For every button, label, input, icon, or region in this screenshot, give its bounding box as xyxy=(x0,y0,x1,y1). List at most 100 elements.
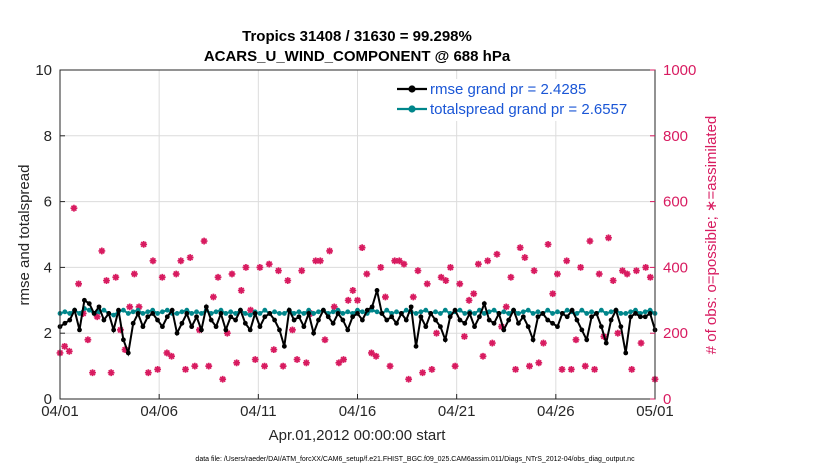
obs-point-25 xyxy=(172,270,180,278)
x-tick-label-4: 04/21 xyxy=(438,403,476,420)
totalspread-point-121 xyxy=(647,307,653,313)
legend-box xyxy=(394,79,651,121)
totalspread-point-24 xyxy=(174,311,180,316)
rmse-point-33 xyxy=(218,311,224,316)
obs-point-6 xyxy=(84,336,92,344)
obs-point-60 xyxy=(335,359,343,367)
obs-point-102 xyxy=(530,267,538,275)
obs-point-10 xyxy=(103,277,110,284)
obs-point-123 xyxy=(628,365,636,373)
obs-point-80 xyxy=(428,365,436,373)
obs-point-40 xyxy=(242,264,250,271)
totalspread-point-17 xyxy=(140,311,146,316)
rmse-point-108 xyxy=(584,337,590,343)
totalspread-point-100 xyxy=(545,307,551,313)
obs-point-92 xyxy=(484,257,492,265)
rmse-point-11 xyxy=(111,327,117,333)
obs-point-24 xyxy=(168,352,175,360)
rmse-point-80 xyxy=(447,314,453,320)
rmse-point-22 xyxy=(164,314,170,320)
rmse-point-5 xyxy=(81,297,87,303)
obs-point-9 xyxy=(98,247,106,255)
y-left-tick-label-3: 6 xyxy=(44,194,52,211)
obs-point-90 xyxy=(474,260,482,268)
rmse-point-77 xyxy=(433,317,438,323)
obs-point-2 xyxy=(65,347,73,355)
totalspread-point-25 xyxy=(179,309,185,315)
rmse-point-46 xyxy=(281,343,287,349)
rmse-point-39 xyxy=(247,327,253,333)
y-right-tick-label-1: 200 xyxy=(663,325,688,342)
totalspread-point-102 xyxy=(555,309,560,315)
rmse-point-29 xyxy=(199,327,204,333)
totalspread-point-67 xyxy=(384,307,390,313)
rmse-point-61 xyxy=(355,311,360,316)
totalspread-point-96 xyxy=(525,307,531,313)
x-axis-ticks: 04/01 04/06 04/11 04/16 04/21 04/26 05/01 xyxy=(41,394,674,420)
obs-point-101 xyxy=(526,362,533,370)
totalspread-point-42 xyxy=(262,307,268,313)
rmse-point-75 xyxy=(423,324,429,330)
totalspread-point-101 xyxy=(550,311,555,316)
totalspread-point-19 xyxy=(150,307,156,313)
obs-point-20 xyxy=(149,257,157,265)
rmse-point-82 xyxy=(457,317,463,323)
rmse-point-14 xyxy=(125,350,131,356)
totalspread-point-49 xyxy=(296,309,302,315)
obs-point-15 xyxy=(126,303,134,311)
rmse-point-44 xyxy=(272,317,277,323)
obs-point-103 xyxy=(535,359,543,367)
totalspread-point-21 xyxy=(160,309,165,315)
totalspread-point-85 xyxy=(472,311,477,316)
obs-point-116 xyxy=(595,270,603,278)
obs-point-95 xyxy=(498,323,506,331)
totalspread-point-71 xyxy=(403,307,409,313)
obs-point-45 xyxy=(265,260,273,268)
totalspread-point-33 xyxy=(218,307,224,313)
rmse-point-32 xyxy=(213,324,219,330)
y-right-tick-label-4: 800 xyxy=(663,128,688,145)
obs-point-70 xyxy=(381,293,389,301)
obs-point-107 xyxy=(553,270,561,278)
obs-point-112 xyxy=(577,264,585,271)
totalspread-point-120 xyxy=(642,309,648,315)
totalspread-point-109 xyxy=(589,309,594,315)
obs-point-118 xyxy=(605,234,612,242)
totalspread-point-91 xyxy=(501,309,507,315)
totalspread-point-14 xyxy=(125,311,131,316)
totalspread-point-111 xyxy=(598,307,604,313)
y-right-tick-label-0: 0 xyxy=(663,391,671,408)
rmse-point-36 xyxy=(233,317,238,323)
totalspread-point-98 xyxy=(535,309,541,315)
rmse-point-67 xyxy=(384,317,390,323)
totalspread-point-108 xyxy=(584,311,590,316)
rmse-point-55 xyxy=(325,314,331,320)
rmse-point-109 xyxy=(589,314,594,320)
obs-point-31 xyxy=(200,237,208,245)
totalspread-point-11 xyxy=(111,312,117,318)
obs-point-93 xyxy=(488,339,496,347)
obs-point-63 xyxy=(349,287,357,294)
totalspread-point-87 xyxy=(481,311,487,316)
totalspread-point-29 xyxy=(199,311,204,316)
rmse-point-97 xyxy=(530,337,536,343)
obs-point-23 xyxy=(163,349,171,357)
obs-point-59 xyxy=(330,303,338,311)
rmse-point-28 xyxy=(194,314,199,320)
totalspread-point-36 xyxy=(233,311,238,316)
rmse-point-117 xyxy=(628,314,634,320)
rmse-point-54 xyxy=(320,307,326,313)
rmse-point-120 xyxy=(642,314,648,320)
obs-point-104 xyxy=(540,339,547,347)
obs-point-69 xyxy=(377,264,385,271)
obs-point-53 xyxy=(302,359,310,367)
rmse-point-51 xyxy=(306,311,312,316)
rmse-point-56 xyxy=(330,320,336,326)
rmse-point-90 xyxy=(496,311,502,316)
rmse-point-100 xyxy=(545,317,551,323)
totalspread-point-41 xyxy=(257,311,263,316)
obs-point-108 xyxy=(558,365,566,373)
obs-point-87 xyxy=(461,333,468,340)
obs-point-22 xyxy=(158,273,166,281)
obs-point-18 xyxy=(140,240,148,248)
